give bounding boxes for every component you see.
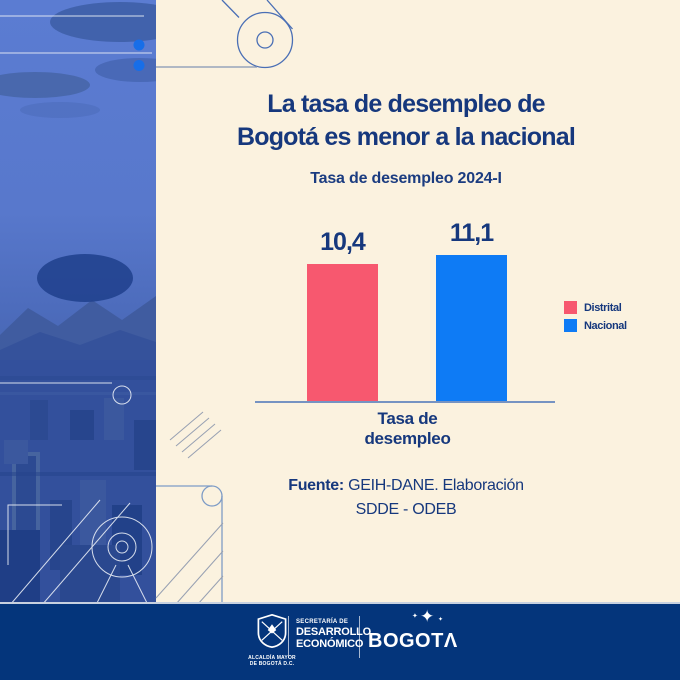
- source-text-line1: GEIH-DANE. Elaboración: [348, 477, 524, 494]
- legend-swatch-icon: [564, 301, 577, 314]
- bar-value-label: 11,1: [449, 219, 494, 247]
- chart-title: Tasa de desempleo 2024-I: [310, 170, 502, 187]
- shield-icon: [257, 613, 287, 649]
- x-axis-label: Tasa de desempleo: [330, 409, 485, 449]
- star-icon: ✦: [438, 617, 444, 623]
- bar-value-label: 10,4: [320, 228, 366, 257]
- footer-bar: ALCALDÍA MAYOR DE BOGOTÁ D.C. SECRETARÍA…: [0, 604, 680, 680]
- bogota-wordmark: BOGOTΛ: [368, 630, 458, 652]
- secretaria-logo: SECRETARÍA DE DESARROLLO ECONÓMICO: [296, 619, 372, 650]
- chart-legend: Distrital Nacional: [564, 301, 627, 337]
- legend-swatch-icon: [564, 319, 577, 332]
- bogota-logo: BOGOTΛ ✦ ✦ ✦: [368, 607, 458, 670]
- footer-divider: [359, 616, 360, 658]
- page-title-line2: Bogotá es menor a la nacional: [236, 123, 576, 151]
- bar-chart: 10,4 11,1: [255, 219, 555, 401]
- x-axis-line: [255, 401, 555, 403]
- page-title-line1: La tasa de desempleo de: [267, 90, 545, 118]
- star-icon: ✦: [412, 613, 418, 620]
- legend-item-nacional: Nacional: [564, 319, 627, 332]
- star-icon: ✦: [420, 607, 435, 626]
- legend-label: Distrital: [584, 301, 622, 314]
- source-note: Fuente: GEIH-DANE. Elaboración SDDE - OD…: [156, 474, 656, 522]
- city-photo-art: [0, 0, 156, 605]
- secretaria-line3: ECONÓMICO: [296, 638, 364, 650]
- bar-group-distrital: 10,4: [307, 228, 378, 401]
- page-title: La tasa de desempleo de Bogotá es menor …: [166, 88, 646, 154]
- bar-group-nacional: 11,1: [436, 219, 507, 401]
- x-axis-label-line1: Tasa de: [377, 409, 438, 428]
- alcaldia-logo: ALCALDÍA MAYOR DE BOGOTÁ D.C.: [242, 613, 302, 667]
- secretaria-line1: SECRETARÍA DE: [296, 619, 349, 625]
- legend-item-distrital: Distrital: [564, 301, 627, 314]
- x-axis-label-line2: desempleo: [364, 429, 451, 448]
- bar-nacional: [436, 255, 507, 401]
- alcaldia-label: ALCALDÍA MAYOR DE BOGOTÁ D.C.: [248, 655, 296, 667]
- source-label: Fuente:: [288, 477, 344, 494]
- bogota-city-photo: [0, 0, 156, 605]
- bogota-lambda: Λ: [443, 630, 458, 652]
- footer-divider: [288, 616, 289, 658]
- source-text-line2: SDDE - ODEB: [355, 501, 457, 518]
- bar-distrital: [307, 264, 378, 401]
- footer-separator-line: [0, 602, 680, 604]
- secretaria-line2: DESARROLLO: [296, 626, 372, 638]
- legend-label: Nacional: [584, 319, 627, 332]
